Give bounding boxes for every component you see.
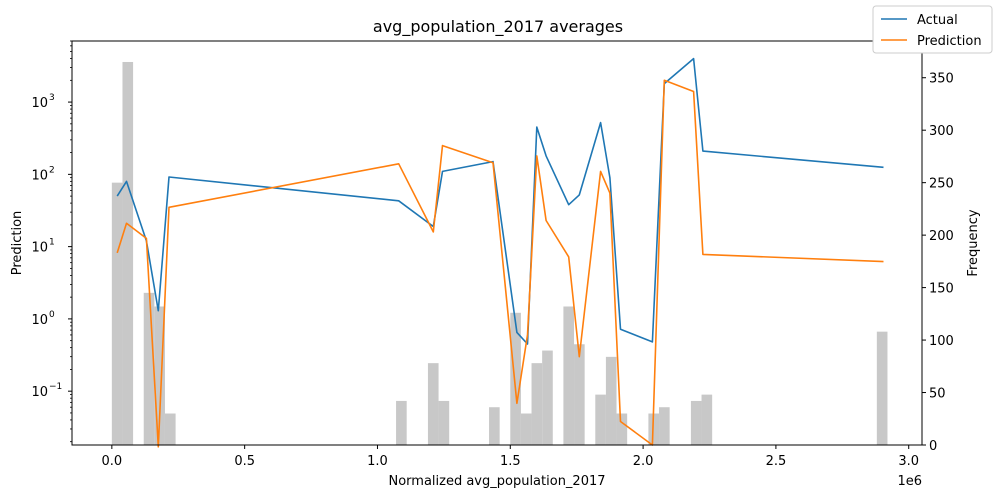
y-right-tick-label-6: 300 [929, 124, 954, 139]
legend-box [872, 5, 993, 54]
histogram-bar-0 [111, 182, 123, 445]
y-left-tick-exponent-2: 1 [49, 238, 55, 248]
y-right-tick-label-1: 50 [929, 387, 946, 402]
histogram-bar-14 [574, 344, 585, 445]
y-left-tick-label-0: 10 [31, 385, 48, 400]
y-left-tick-label-3: 10 [31, 168, 48, 183]
plot-frame [71, 40, 923, 446]
histogram-bar-16 [605, 356, 617, 445]
histogram-bar-8 [489, 407, 500, 445]
series-lines [116, 57, 884, 448]
x-tick-label-5: 2.5 [766, 454, 787, 469]
y-left-tick-label-1: 10 [31, 313, 48, 328]
x-tick-label-1: 0.5 [234, 454, 255, 469]
y-left-tick-exponent-0: −1 [49, 382, 62, 392]
histogram-bar-13 [563, 306, 575, 445]
histogram-bar-20 [690, 400, 702, 445]
x-tick-label-6: 3.0 [898, 454, 919, 469]
histogram-bar-22 [876, 331, 888, 445]
y-right-tick-label-2: 100 [929, 334, 954, 349]
histogram-bar-5 [396, 400, 407, 445]
histogram-bar-10 [520, 413, 532, 445]
histogram-bar-17 [616, 413, 628, 445]
series-line-prediction [116, 79, 884, 448]
histogram-bar-21 [701, 394, 713, 445]
y-right-tick-label-0: 0 [929, 439, 937, 454]
histogram-bar-3 [154, 306, 165, 445]
x-tick-label-2: 1.0 [367, 454, 388, 469]
series-line-actual [116, 57, 884, 345]
y-left-tick-label-4: 10 [31, 96, 48, 111]
histogram-bar-19 [659, 407, 670, 445]
histogram-bar-1 [122, 61, 134, 446]
y-axis-right-label: Frequency [966, 209, 981, 276]
y-left-tick-exponent-4: 3 [49, 93, 55, 103]
x-tick-label-0: 0.0 [102, 454, 123, 469]
x-tick-label-4: 2.0 [633, 454, 654, 469]
y-right-tick-label-7: 350 [929, 72, 954, 87]
chart-title: avg_population_2017 averages [373, 17, 623, 37]
y-left-tick-exponent-3: 2 [49, 165, 55, 175]
histogram-bar-15 [595, 394, 606, 445]
histogram-bar-11 [531, 363, 543, 445]
histogram-bars [111, 61, 888, 446]
histogram-bar-18 [648, 413, 660, 445]
legend: Actual Prediction [872, 5, 993, 54]
histogram-bar-6 [427, 363, 439, 445]
y-right-tick-label-3: 150 [929, 282, 954, 297]
x-tick-label-3: 1.5 [500, 454, 521, 469]
histogram-bar-4 [164, 413, 176, 445]
histogram-bar-2 [143, 292, 155, 445]
histogram-bar-12 [542, 350, 553, 445]
y-right-tick-label-5: 250 [929, 177, 954, 192]
legend-label-prediction: Prediction [917, 34, 982, 49]
y-right-tick-label-4: 200 [929, 229, 954, 244]
x-axis-offset-text: 1e6 [897, 474, 922, 489]
histogram-bar-9 [510, 312, 521, 445]
y-left-tick-label-2: 10 [31, 241, 48, 256]
y-axis-left-label: Prediction [10, 211, 25, 276]
legend-label-actual: Actual [917, 13, 958, 28]
y-left-tick-exponent-1: 0 [49, 310, 55, 320]
x-axis-label: Normalized avg_population_2017 [388, 474, 605, 489]
histogram-bar-7 [438, 400, 450, 445]
